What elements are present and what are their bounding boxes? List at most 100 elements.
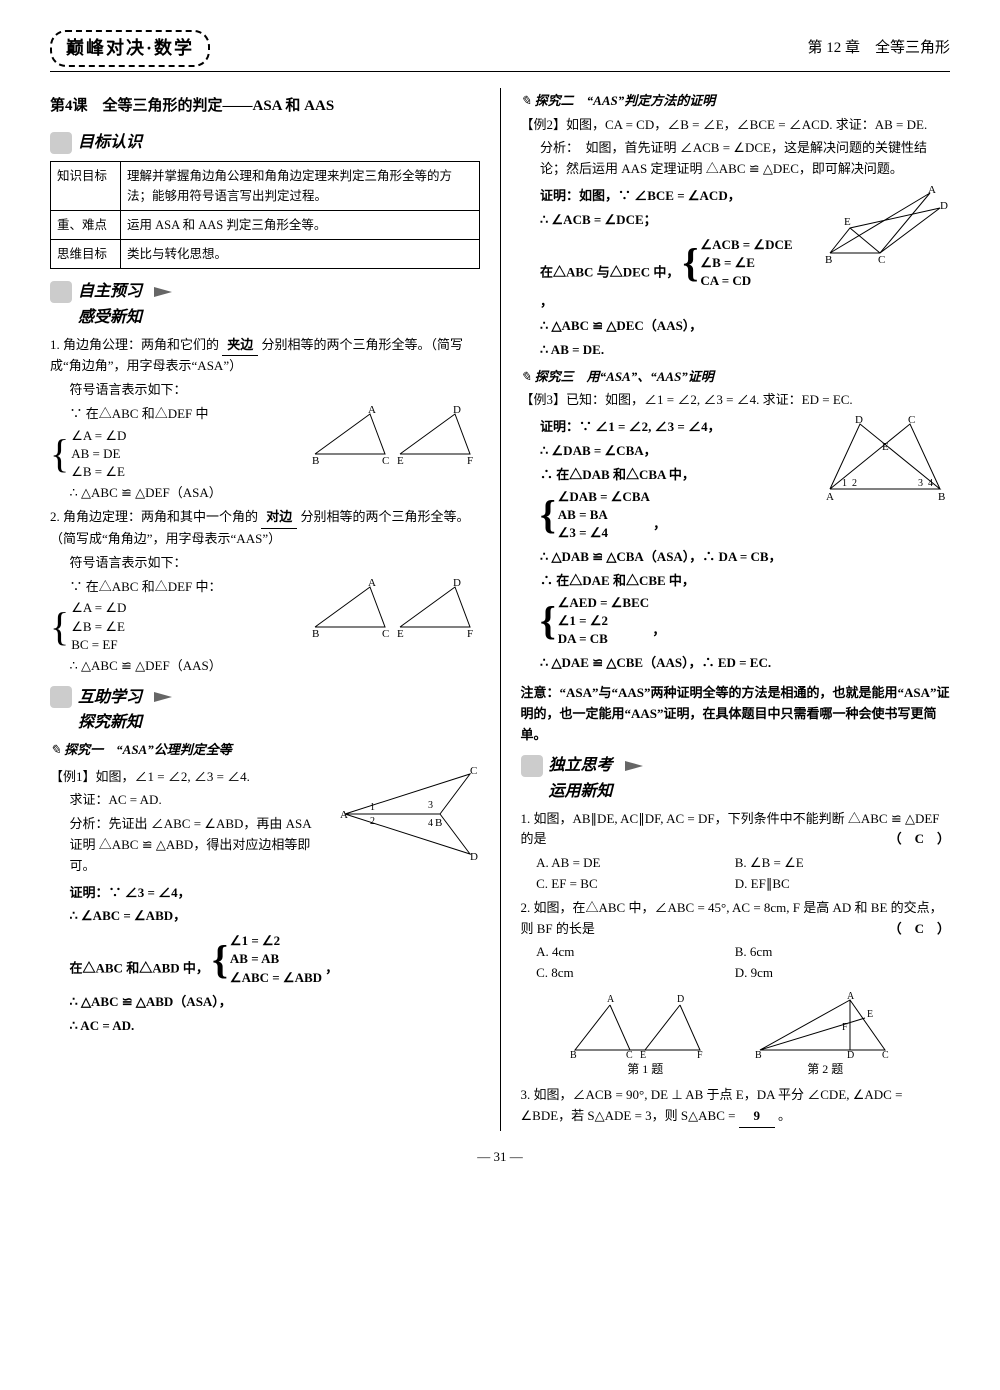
- svg-text:E: E: [867, 1009, 873, 1020]
- svg-text:4: 4: [428, 818, 433, 829]
- fill-blank: 对边: [261, 507, 297, 529]
- selfstudy-icon: [50, 281, 72, 303]
- page-header: 巅峰对决·数学 第 12 章 全等三角形: [50, 30, 950, 72]
- svg-text:F: F: [842, 1022, 848, 1033]
- obj-label: 思维目标: [51, 240, 121, 269]
- section-selfstudy-sub: 感受新知: [50, 305, 480, 331]
- section-indep-sub: 运用新知: [521, 779, 951, 805]
- svg-text:E: E: [397, 455, 404, 464]
- explore2-head: ✎ 探究二 “AAS”判定方法的证明: [521, 91, 951, 112]
- asa-block: ∵ 在△ABC 和△DEF 中 { ∠A = ∠D AB = DE ∠B = ∠…: [50, 404, 480, 504]
- ex3-figure: A B C D E 12 34: [820, 414, 950, 504]
- svg-text:A: A: [928, 184, 936, 196]
- svg-text:B: B: [435, 817, 442, 829]
- q1-choices: A. AB = DE B. ∠B = ∠E C. EF = BC D. EF∥B…: [536, 853, 950, 895]
- selfstudy-sub: 感受新知: [78, 305, 142, 331]
- obj-label: 重、难点: [51, 211, 121, 240]
- obj-label: 知识目标: [51, 162, 121, 211]
- section-selfstudy-head: 自主预习: [50, 279, 480, 305]
- svg-text:2: 2: [370, 816, 375, 827]
- asa-figure: ABC DEF: [310, 404, 480, 464]
- svg-text:4: 4: [928, 478, 933, 489]
- obj-text: 运用 ASA 和 AAS 判定三角形全等。: [121, 211, 480, 240]
- q3: 3. 如图，∠ACB = 90°, DE ⊥ AB 于点 E，DA 平分 ∠CD…: [521, 1085, 951, 1128]
- objectives-icon: [50, 132, 72, 154]
- svg-text:A: A: [340, 809, 348, 821]
- in-triangles: ∵ 在△ABC 和△DEF 中: [70, 404, 290, 425]
- arrow-icon: [154, 287, 172, 297]
- proof2-block: 证明：如图，∵ ∠BCE = ∠ACD， ∴ ∠ACB = ∠DCE； 在△AB…: [521, 183, 951, 364]
- prestudy-item2: 2. 角角边定理：两角和其中一个角的 对边 分别相等的两个三角形全等。（简写成“…: [50, 507, 480, 550]
- svg-text:2: 2: [852, 478, 857, 489]
- svg-text:3: 3: [918, 478, 923, 489]
- right-column: ✎ 探究二 “AAS”判定方法的证明 【例2】如图，CA = CD，∠B = ∠…: [521, 88, 951, 1131]
- svg-text:3: 3: [428, 800, 433, 811]
- book-title: 巅峰对决·数学: [50, 30, 210, 67]
- indep-icon: [521, 755, 543, 777]
- indep-title: 独立思考: [549, 753, 613, 779]
- svg-text:B: B: [312, 628, 319, 637]
- selfstudy-title: 自主预习: [78, 279, 142, 305]
- proof3-block: 证明：∵ ∠1 = ∠2, ∠3 = ∠4， ∴ ∠DAB = ∠CBA， ∴ …: [521, 414, 951, 677]
- ex2-figure: A D E B C: [820, 183, 950, 283]
- svg-text:B: B: [755, 1050, 762, 1060]
- brace-conditions2: { ∠A = ∠D ∠B = ∠E BC = EF: [50, 599, 126, 654]
- svg-text:B: B: [312, 455, 319, 464]
- svg-text:B: B: [938, 491, 945, 503]
- fill-blank-answer: 9: [739, 1106, 775, 1128]
- obj-text: 类比与转化思想。: [121, 240, 480, 269]
- svg-text:C: C: [908, 414, 915, 426]
- svg-text:B: B: [825, 254, 832, 266]
- fig1: ABC DEF 第 1 题: [570, 990, 720, 1079]
- example2: 【例2】如图，CA = CD，∠B = ∠E，∠BCE = ∠ACD. 求证：A…: [521, 115, 951, 136]
- q2-choices: A. 4cm B. 6cm C. 8cm D. 9cm: [536, 942, 950, 984]
- two-column-layout: 第4课 全等三角形的判定——ASA 和 AAS 目标认识 知识目标 理解并掌握角…: [50, 88, 950, 1131]
- arrow-icon: [154, 692, 172, 702]
- section-mutual-head: 互助学习: [50, 685, 480, 711]
- svg-text:D: D: [677, 994, 684, 1005]
- chapter-label: 第 12 章 全等三角形: [807, 36, 950, 60]
- section-objectives-head: 目标认识: [50, 130, 480, 156]
- section-mutual-sub: 探究新知: [50, 710, 480, 736]
- svg-text:D: D: [453, 404, 461, 416]
- svg-text:C: C: [382, 628, 389, 637]
- svg-text:D: D: [940, 200, 948, 212]
- table-row: 重、难点 运用 ASA 和 AAS 判定三角形全等。: [51, 211, 480, 240]
- ex1-figure: A B C D 1 2 3 4: [340, 764, 480, 864]
- svg-text:C: C: [626, 1050, 633, 1060]
- svg-text:F: F: [467, 628, 473, 637]
- svg-text:F: F: [697, 1050, 703, 1060]
- svg-text:D: D: [470, 851, 478, 863]
- svg-text:1: 1: [842, 478, 847, 489]
- obj-text: 理解并掌握角边角公理和角角边定理来判定三角形全等的方法；能够用符号语言写出判定过…: [121, 162, 480, 211]
- svg-text:A: A: [826, 491, 834, 503]
- example3: 【例3】已知：如图，∠1 = ∠2, ∠3 = ∠4. 求证：ED = EC.: [521, 390, 951, 411]
- column-divider: [500, 88, 501, 1131]
- fig2: A B C D E F 第 2 题: [750, 990, 900, 1079]
- section-indep-head: 独立思考: [521, 753, 951, 779]
- svg-text:C: C: [470, 765, 477, 777]
- lesson-title: 第4课 全等三角形的判定——ASA 和 AAS: [50, 94, 480, 118]
- objectives-title: 目标认识: [78, 130, 142, 156]
- explore1-head: ✎ 探究一 “ASA”公理判定全等: [50, 740, 480, 761]
- svg-text:1: 1: [370, 802, 375, 813]
- svg-text:B: B: [570, 1050, 577, 1060]
- svg-text:C: C: [882, 1050, 889, 1060]
- svg-text:E: E: [882, 441, 889, 453]
- aas-block: ∵ 在△ABC 和△DEF 中： { ∠A = ∠D ∠B = ∠E BC = …: [50, 577, 480, 677]
- proof1: 证明：∵ ∠3 = ∠4，: [70, 883, 480, 904]
- table-row: 知识目标 理解并掌握角边角公理和角角边定理来判定三角形全等的方法；能够用符号语言…: [51, 162, 480, 211]
- svg-text:D: D: [855, 414, 863, 426]
- arrow-icon: [625, 761, 643, 771]
- analysis2: 分析： 如图，首先证明 ∠ACB = ∠DCE，这是解决问题的关键性结论；然后运…: [540, 138, 950, 180]
- in-triangles2: ∵ 在△ABC 和△DEF 中：: [70, 577, 290, 598]
- svg-text:E: E: [397, 628, 404, 637]
- symbol-intro2: 符号语言表示如下：: [70, 553, 480, 574]
- conclusion2: ∴ △ABC ≌ △DEF（AAS）: [70, 656, 290, 677]
- table-row: 思维目标 类比与转化思想。: [51, 240, 480, 269]
- fill-blank: 夹边: [222, 335, 258, 357]
- svg-text:E: E: [640, 1050, 646, 1060]
- brace-conditions: { ∠A = ∠D AB = DE ∠B = ∠E: [50, 427, 126, 482]
- svg-text:A: A: [607, 994, 615, 1005]
- explore3-head: ✎ 探究三 用“ASA”、“AAS”证明: [521, 367, 951, 388]
